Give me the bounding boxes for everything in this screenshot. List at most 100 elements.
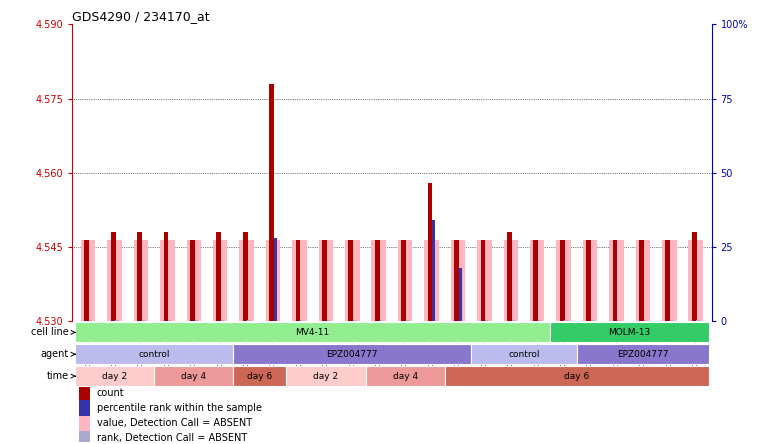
Bar [301, 320, 304, 321]
Bar [107, 240, 122, 321]
Bar [504, 240, 518, 321]
Bar [134, 240, 148, 321]
Text: day 6: day 6 [564, 372, 590, 381]
Bar [665, 240, 670, 321]
Text: EPZ004777: EPZ004777 [326, 350, 378, 359]
Text: GDS4290 / 234170_at: GDS4290 / 234170_at [72, 10, 210, 23]
Bar [670, 320, 673, 321]
Bar [425, 240, 439, 321]
Bar [243, 232, 247, 321]
Bar [164, 232, 168, 321]
Bar [111, 232, 116, 321]
Bar [353, 320, 356, 321]
Bar [292, 240, 307, 321]
FancyBboxPatch shape [75, 322, 550, 342]
Bar [459, 268, 462, 321]
Bar [375, 240, 380, 321]
Bar [486, 320, 489, 321]
Bar [274, 238, 277, 321]
Text: count: count [97, 388, 124, 397]
Text: day 4: day 4 [181, 372, 206, 381]
FancyBboxPatch shape [471, 344, 577, 365]
Text: day 2: day 2 [314, 372, 339, 381]
Bar [533, 240, 538, 321]
Bar [428, 183, 432, 321]
FancyBboxPatch shape [365, 366, 444, 386]
Bar [565, 320, 568, 321]
Bar [216, 232, 221, 321]
Bar [401, 240, 406, 321]
Bar [213, 240, 228, 321]
Bar [613, 240, 617, 321]
Bar [190, 240, 195, 321]
Bar [507, 232, 511, 321]
Bar [454, 240, 459, 321]
Bar [398, 240, 412, 321]
Bar [345, 240, 359, 321]
Bar [221, 320, 224, 321]
FancyBboxPatch shape [75, 344, 234, 365]
Text: control: control [508, 350, 540, 359]
Bar [560, 240, 565, 321]
Bar [689, 240, 703, 321]
Bar [538, 320, 541, 321]
Text: day 2: day 2 [102, 372, 127, 381]
Bar [240, 240, 254, 321]
Bar [195, 320, 198, 321]
Bar [583, 240, 597, 321]
Bar [639, 240, 644, 321]
Bar [662, 240, 677, 321]
Bar [511, 320, 514, 321]
Bar [78, 431, 91, 444]
Bar [247, 320, 250, 321]
Bar [269, 84, 274, 321]
Text: day 6: day 6 [247, 372, 272, 381]
Text: MOLM-13: MOLM-13 [609, 328, 651, 337]
Bar [406, 320, 409, 321]
Text: percentile rank within the sample: percentile rank within the sample [97, 403, 262, 413]
Bar [696, 320, 699, 321]
Bar [81, 240, 95, 321]
Text: value, Detection Call = ABSENT: value, Detection Call = ABSENT [97, 418, 252, 428]
Bar [644, 320, 647, 321]
Bar [319, 240, 333, 321]
Bar [635, 240, 650, 321]
Bar [380, 320, 383, 321]
Text: day 4: day 4 [393, 372, 418, 381]
Text: agent: agent [41, 349, 69, 359]
Bar [78, 416, 91, 431]
Bar [480, 240, 486, 321]
Bar [609, 240, 624, 321]
Bar [116, 320, 119, 321]
FancyBboxPatch shape [286, 366, 365, 386]
Bar [89, 320, 92, 321]
Text: time: time [47, 371, 69, 381]
Bar [477, 240, 492, 321]
Bar [451, 240, 465, 321]
Bar [186, 240, 201, 321]
FancyBboxPatch shape [577, 344, 709, 365]
Bar [692, 232, 696, 321]
Bar [296, 240, 301, 321]
FancyBboxPatch shape [234, 366, 286, 386]
Bar [78, 385, 91, 400]
Bar [322, 240, 326, 321]
Bar [371, 240, 386, 321]
FancyBboxPatch shape [154, 366, 234, 386]
Bar [530, 240, 544, 321]
Bar [556, 240, 571, 321]
FancyBboxPatch shape [75, 366, 154, 386]
FancyBboxPatch shape [444, 366, 709, 386]
Bar [591, 320, 594, 321]
Text: EPZ004777: EPZ004777 [617, 350, 669, 359]
Text: control: control [139, 350, 170, 359]
Bar [137, 232, 142, 321]
Text: MV4-11: MV4-11 [295, 328, 330, 337]
FancyBboxPatch shape [550, 322, 709, 342]
Bar [168, 320, 171, 321]
Bar [349, 240, 353, 321]
FancyBboxPatch shape [234, 344, 471, 365]
Bar [586, 240, 591, 321]
Bar [326, 320, 330, 321]
Bar [617, 320, 620, 321]
